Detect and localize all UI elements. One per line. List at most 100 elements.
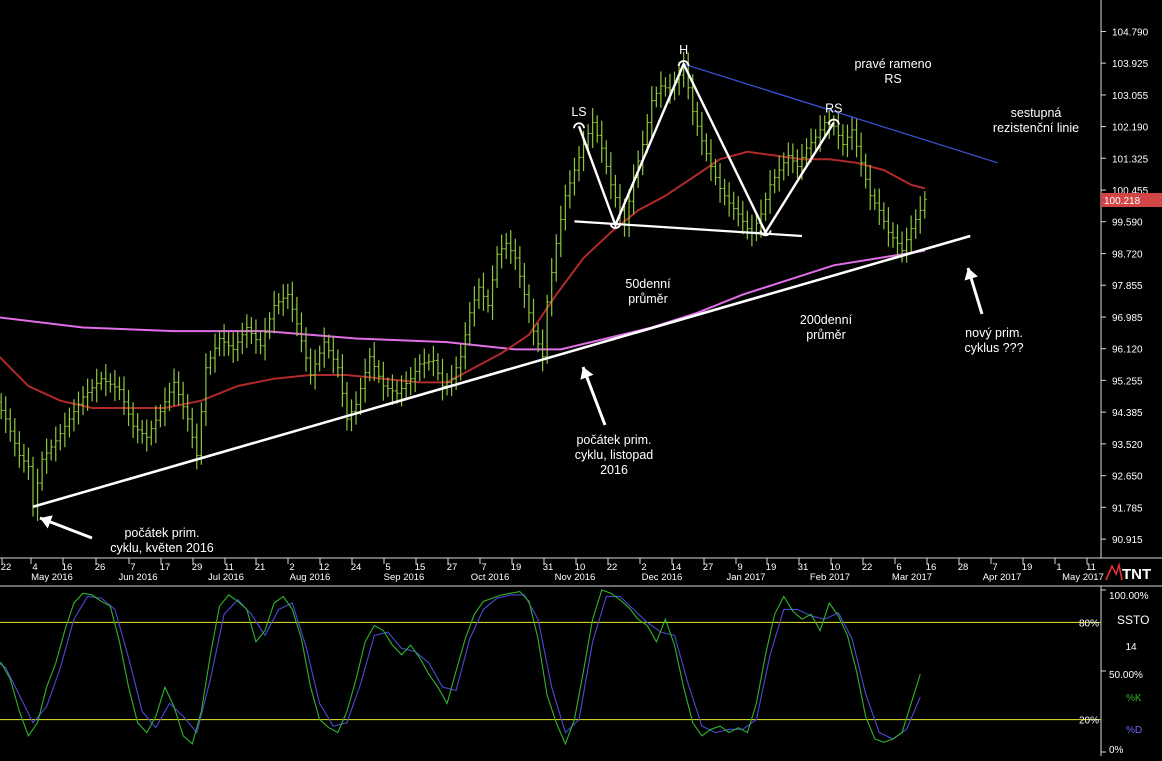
price-bar: [836, 112, 841, 150]
price-bar: [272, 290, 277, 334]
month-label: Mar 2017: [892, 572, 932, 583]
price-bar: [103, 364, 108, 397]
price-bar: [708, 139, 713, 182]
price-bar: [790, 143, 795, 174]
stochastic-lines: [0, 589, 921, 746]
price-bar: [390, 374, 395, 405]
price-bar: [385, 377, 390, 398]
price-bar: [226, 332, 231, 356]
tnt-logo-mark: [1105, 561, 1123, 581]
price-bar: [222, 324, 227, 357]
day-tick-label: 15: [415, 562, 426, 573]
day-tick-label: 5: [385, 562, 390, 573]
price-bar: [294, 296, 299, 337]
price-bar: [40, 451, 45, 491]
stochastic-tick-label: 100.00%: [1109, 591, 1149, 602]
price-bar: [522, 262, 527, 308]
price-tick-label: 103.055: [1112, 91, 1149, 102]
price-bar: [122, 376, 126, 416]
price-bar: [44, 438, 49, 474]
price-bar: [172, 368, 177, 406]
price-bar: [12, 418, 17, 457]
price-bar: [62, 412, 67, 448]
price-bar: [563, 184, 568, 231]
stochastic-tick-label: 50.00%: [1109, 670, 1143, 681]
price-bar: [804, 138, 809, 168]
day-tick-label: 2: [289, 562, 294, 573]
stochastic-levels: 80% 20%: [0, 618, 1101, 727]
stochastic-tick-label: 0%: [1109, 745, 1124, 756]
month-label: Feb 2017: [810, 572, 850, 583]
price-bar: [381, 361, 386, 401]
price-bar: [149, 420, 154, 446]
price-bar: [654, 86, 659, 108]
price-bar: [117, 376, 122, 400]
price-bar: [913, 209, 918, 239]
annotation-ma50: průměr: [628, 292, 668, 306]
pattern-line: [577, 61, 835, 235]
price-bar: [185, 394, 190, 432]
day-tick-label: 7: [992, 562, 997, 573]
price-bar: [904, 227, 909, 263]
day-tick-label: 12: [319, 562, 330, 573]
pattern-marker: [677, 60, 690, 67]
day-tick-label: 17: [160, 562, 171, 573]
price-bar: [440, 358, 445, 401]
price-bar: [868, 164, 873, 211]
day-tick-label: 22: [862, 562, 873, 573]
price-bar: [304, 327, 308, 372]
price-bar: [795, 149, 800, 179]
price-bar: [531, 298, 536, 346]
day-tick-label: 27: [703, 562, 714, 573]
pattern-marker: [573, 122, 585, 129]
day-tick-label: 2: [641, 562, 646, 573]
day-tick-label: 26: [95, 562, 106, 573]
price-bar: [422, 348, 427, 379]
price-bar: [413, 357, 418, 393]
price-tick-label: 90.915: [1112, 535, 1143, 546]
price-bars: [0, 51, 927, 522]
price-bar: [181, 381, 186, 420]
day-tick-label: 19: [1022, 562, 1033, 573]
price-tick-label: 103.925: [1112, 59, 1149, 70]
price-tick-label: 96.985: [1112, 313, 1143, 324]
price-bar: [240, 322, 245, 355]
price-bar: [777, 156, 782, 192]
price-bar: [0, 393, 4, 420]
price-bar: [290, 281, 295, 323]
day-tick-label: 31: [543, 562, 554, 573]
month-label: Aug 2016: [290, 572, 331, 583]
price-bar: [508, 230, 513, 264]
price-bar: [513, 238, 518, 270]
price-bar: [890, 222, 895, 248]
price-tick-label: 98.720: [1112, 250, 1143, 261]
annotation-start-may: počátek prim.: [124, 526, 199, 540]
price-bar: [517, 246, 522, 289]
price-bar: [3, 396, 8, 433]
annotation-ma200: průměr: [806, 328, 846, 342]
price-bar: [900, 231, 905, 263]
day-tick-label: 14: [671, 562, 682, 573]
price-bar: [736, 196, 741, 227]
price-bar: [786, 142, 791, 176]
day-ticks: 22 4 16 26 7 17 29 11 21 2 12 24 5 15 27 7 19 31 10 22 2 14 27…: [1, 558, 1096, 573]
price-bar: [718, 163, 723, 203]
price-bar: [71, 399, 76, 432]
pattern-label: H: [679, 43, 688, 57]
price-bar: [472, 286, 477, 327]
day-tick-label: 19: [766, 562, 777, 573]
day-tick-label: 24: [351, 562, 362, 573]
price-bar: [613, 174, 618, 208]
day-tick-label: 7: [481, 562, 486, 573]
price-bar: [126, 389, 131, 427]
price-bar: [781, 152, 786, 181]
price-bar: [840, 124, 845, 156]
tnt-logo-text: TNT: [1122, 566, 1151, 583]
price-bar: [344, 381, 349, 431]
price-bar: [886, 207, 891, 247]
price-bar: [203, 353, 208, 427]
stochastic-panel: 80% 20% 100.00% 50.00% 0% SSTO 14 %K %D: [0, 585, 1162, 756]
price-bar: [176, 371, 181, 406]
price-bar: [549, 258, 554, 317]
